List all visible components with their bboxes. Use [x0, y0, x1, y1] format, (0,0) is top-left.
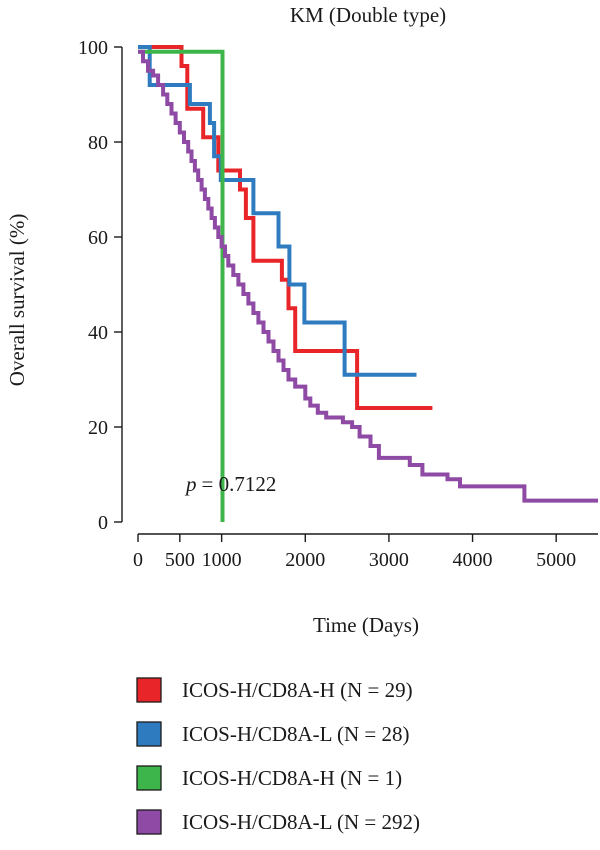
legend-swatch: [136, 677, 162, 703]
y-axis-label: Overall survival (%): [5, 214, 29, 387]
x-axis: 0 500 1000 2000 3000 4000 5000: [133, 533, 598, 571]
x-tick-label: 1000: [202, 549, 242, 571]
y-axis: 0 20 40 60 80 100: [78, 37, 123, 534]
x-tick-label: 2000: [285, 549, 325, 571]
y-tick-label: 80: [88, 132, 108, 154]
series-line: [138, 49, 598, 503]
p-value-annotation: p = 0.7122: [184, 472, 276, 496]
legend-swatch: [136, 721, 162, 747]
x-tick-label: 5000: [536, 549, 576, 571]
x-tick-label: 4000: [453, 549, 493, 571]
survival-curves: [138, 45, 598, 522]
series-line: [138, 49, 225, 522]
y-tick-label: 40: [88, 322, 108, 344]
y-tick-label: 60: [88, 227, 108, 249]
x-tick-label: 0: [133, 549, 143, 571]
legend-swatch: [136, 809, 162, 835]
chart-title: KM (Double type): [290, 3, 446, 27]
legend: ICOS-H/CD8A-H (N = 29) ICOS-H/CD8A-L (N =…: [136, 677, 420, 835]
legend-label: ICOS-H/CD8A-H (N = 1): [182, 766, 402, 790]
legend-swatch: [136, 765, 162, 791]
series-line: [138, 45, 433, 410]
legend-label: ICOS-H/CD8A-L (N = 292): [182, 810, 420, 834]
series-line: [138, 45, 417, 377]
x-tick-label: 500: [165, 549, 195, 571]
y-tick-label: 20: [88, 417, 108, 439]
legend-label: ICOS-H/CD8A-H (N = 29): [182, 678, 413, 702]
y-tick-label: 100: [78, 37, 108, 59]
legend-label: ICOS-H/CD8A-L (N = 28): [182, 722, 409, 746]
y-tick-label: 0: [98, 512, 108, 534]
x-tick-label: 3000: [369, 549, 409, 571]
p-value: = 0.7122: [202, 472, 277, 496]
x-axis-label: Time (Days): [313, 613, 419, 637]
p-label: p: [184, 472, 197, 496]
